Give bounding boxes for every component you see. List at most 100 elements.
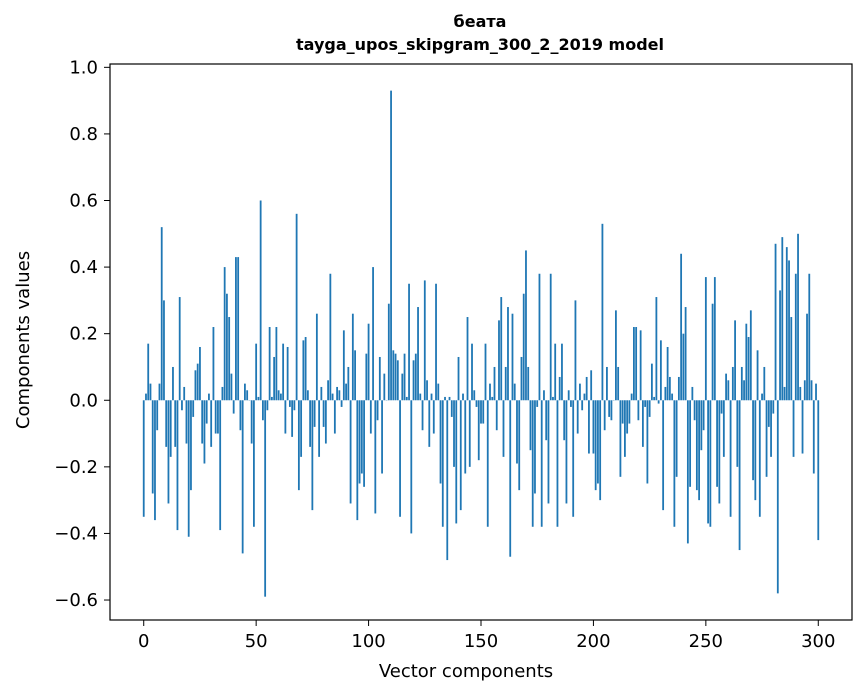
bar xyxy=(356,400,359,521)
bar xyxy=(518,400,521,491)
y-tick-label: 0.8 xyxy=(69,124,98,145)
bar xyxy=(457,356,460,401)
bar xyxy=(700,400,703,451)
bar xyxy=(534,400,536,494)
bar xyxy=(183,386,186,401)
bar xyxy=(194,370,197,401)
bar xyxy=(259,200,262,401)
bar xyxy=(565,400,568,504)
bar xyxy=(399,400,401,517)
bar xyxy=(187,400,190,537)
bar xyxy=(446,400,449,561)
bar xyxy=(545,400,548,441)
bar xyxy=(693,400,696,421)
bar xyxy=(803,380,806,401)
bar xyxy=(641,400,644,447)
bar xyxy=(752,400,754,481)
bar xyxy=(342,330,345,401)
y-tick-label: 0.4 xyxy=(69,257,98,278)
bar xyxy=(333,400,336,434)
bar xyxy=(257,396,260,401)
y-tick-label: 1.0 xyxy=(69,57,98,78)
bar xyxy=(275,327,278,401)
bar xyxy=(264,400,267,597)
bar xyxy=(704,277,707,401)
bar xyxy=(273,356,276,401)
bar xyxy=(300,400,303,457)
bar xyxy=(237,257,240,401)
bar xyxy=(201,400,204,444)
bar xyxy=(282,343,285,401)
bar xyxy=(572,400,575,517)
bar xyxy=(329,273,332,401)
x-tick-label: 0 xyxy=(138,631,149,652)
bar xyxy=(770,400,772,457)
bar xyxy=(320,386,323,401)
bar xyxy=(552,396,554,401)
bar xyxy=(540,400,543,527)
bar xyxy=(403,353,406,401)
bar xyxy=(731,366,734,401)
bar xyxy=(707,400,709,524)
bar xyxy=(794,273,797,401)
bar xyxy=(421,400,424,431)
bar xyxy=(363,400,365,487)
bar xyxy=(657,400,660,404)
bar xyxy=(181,400,183,411)
bar xyxy=(284,400,287,434)
bar xyxy=(167,400,170,504)
bar xyxy=(293,400,296,411)
bar xyxy=(372,267,374,401)
bar xyxy=(277,390,280,401)
bar xyxy=(262,400,264,421)
bar xyxy=(594,400,597,491)
bar xyxy=(606,366,608,401)
bar xyxy=(655,297,658,401)
bar xyxy=(223,267,226,401)
x-axis-label: Vector components xyxy=(379,661,553,682)
bar xyxy=(185,400,188,444)
bar xyxy=(644,400,647,407)
bar xyxy=(417,307,419,401)
bar xyxy=(426,380,428,401)
bar xyxy=(758,400,761,517)
bar xyxy=(709,400,712,527)
bar xyxy=(549,273,552,401)
bar xyxy=(414,353,417,401)
bar xyxy=(650,363,653,401)
bar xyxy=(736,400,739,467)
bar xyxy=(509,400,512,557)
bar xyxy=(608,400,611,417)
bar xyxy=(653,396,656,401)
bar xyxy=(556,400,559,527)
bar xyxy=(432,400,435,434)
bar xyxy=(682,333,685,401)
bar xyxy=(428,400,431,447)
bar xyxy=(583,393,586,401)
bar xyxy=(147,343,150,401)
bar xyxy=(543,390,545,401)
bar xyxy=(511,313,514,401)
bar xyxy=(749,310,752,401)
bar xyxy=(351,313,354,401)
bar xyxy=(680,253,683,401)
bar xyxy=(493,366,496,401)
bar xyxy=(338,390,341,401)
bar xyxy=(797,233,799,401)
bar xyxy=(738,400,741,551)
bar xyxy=(504,366,507,401)
bar xyxy=(464,400,467,474)
bar xyxy=(358,400,361,484)
bar xyxy=(597,400,599,484)
bar xyxy=(288,400,291,407)
bar xyxy=(745,323,748,401)
bar xyxy=(581,400,584,411)
bar xyxy=(727,380,730,401)
bar xyxy=(435,283,437,401)
bar xyxy=(378,356,381,401)
bar xyxy=(491,396,494,401)
bar xyxy=(286,346,289,401)
bar xyxy=(437,383,440,401)
bar xyxy=(268,327,271,401)
y-tick-label: 0.6 xyxy=(69,191,98,212)
